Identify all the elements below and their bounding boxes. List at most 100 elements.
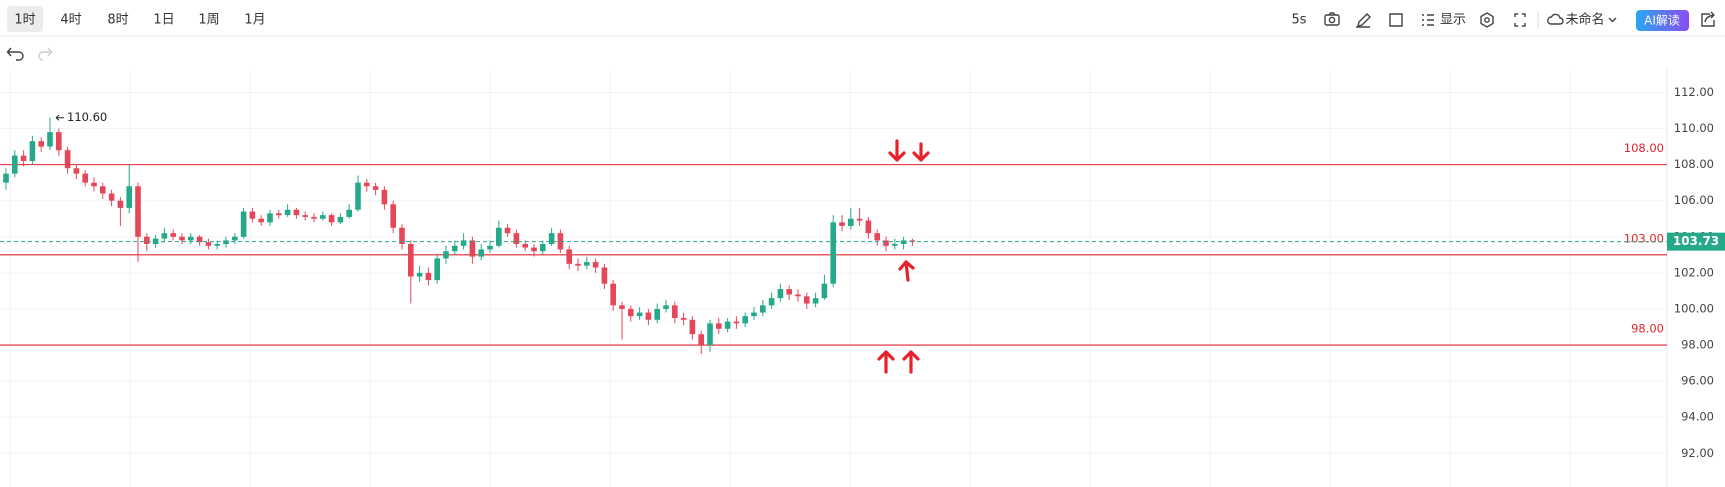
- high-arrow: [55, 114, 64, 121]
- candle-body: [179, 236, 185, 241]
- candle-body: [284, 209, 291, 216]
- interval-tab[interactable]: 1日: [153, 13, 174, 28]
- candle-body: [883, 240, 889, 246]
- candle-body: [126, 186, 132, 208]
- price-line-label: 98.00: [1631, 322, 1664, 336]
- settings-icon[interactable]: [1480, 12, 1494, 28]
- candle-body: [487, 245, 493, 250]
- camera-icon[interactable]: [1324, 12, 1340, 26]
- candle-body: [372, 186, 379, 190]
- interval-tab[interactable]: 1月: [244, 13, 265, 28]
- candle-body: [188, 236, 194, 241]
- candle-body: [504, 227, 511, 234]
- candle-body: [293, 209, 300, 216]
- display-button[interactable]: 显示: [1440, 13, 1466, 28]
- down-arrow: [912, 142, 930, 162]
- candle-body: [144, 236, 150, 244]
- candle-body: [452, 245, 458, 252]
- candle-body: [355, 182, 361, 210]
- candle-body: [337, 216, 344, 223]
- candle-body: [540, 243, 546, 252]
- candle-body: [892, 243, 898, 246]
- layout-name[interactable]: 未命名: [1565, 12, 1604, 28]
- candle-body: [364, 182, 370, 187]
- candle-body: [12, 155, 18, 174]
- candle-body: [64, 150, 71, 169]
- candle-body: [592, 262, 599, 268]
- fullscreen-icon[interactable]: [1514, 13, 1526, 27]
- y-tick-label: 94.00: [1681, 410, 1714, 424]
- candle-body: [399, 227, 405, 244]
- candle-body: [302, 215, 308, 217]
- candle-body: [628, 308, 634, 317]
- candle-body: [707, 323, 713, 346]
- candle-body: [328, 215, 335, 223]
- interval-tab[interactable]: 1时: [14, 13, 35, 28]
- candle-body: [170, 233, 176, 237]
- interval-tab[interactable]: 4时: [60, 13, 81, 28]
- cloud-icon: [1547, 13, 1564, 25]
- candle-body: [663, 305, 669, 309]
- candle-body: [443, 251, 449, 259]
- price-line-label: 108.00: [1624, 141, 1664, 155]
- candle-body: [135, 186, 141, 237]
- candle-body: [751, 312, 757, 317]
- candle-body: [654, 308, 660, 320]
- candle-body: [812, 298, 819, 304]
- candle-body: [522, 243, 528, 248]
- candle-body: [108, 193, 115, 201]
- ai-button[interactable]: AI解读: [1644, 14, 1680, 28]
- candle-body: [232, 236, 238, 241]
- candle-body: [777, 289, 784, 299]
- price-line-label: 103.00: [1624, 231, 1664, 245]
- interval-tab[interactable]: 8时: [107, 13, 128, 28]
- candle-body: [56, 132, 62, 151]
- candle-body: [320, 215, 326, 219]
- candle-body: [29, 141, 36, 162]
- candle-body: [20, 155, 27, 162]
- candle-body: [900, 240, 907, 244]
- interval-tabs: 1时 4时 8时 1日 1周 1月: [14, 13, 265, 28]
- candle-body: [390, 204, 396, 228]
- interval-tab[interactable]: 1周: [198, 13, 219, 28]
- candle-body: [680, 317, 687, 320]
- share-icon[interactable]: [1701, 11, 1715, 27]
- drawing-box-icon[interactable]: [1389, 13, 1403, 27]
- candle-body: [460, 240, 467, 246]
- high-label: 110.60: [67, 110, 107, 124]
- candle-body: [874, 233, 880, 241]
- candle-body: [240, 211, 247, 237]
- up-arrow: [877, 350, 895, 374]
- candle-body: [689, 319, 696, 335]
- candle-body: [760, 305, 766, 313]
- display-icon[interactable]: [1422, 14, 1434, 26]
- last-price-tag: [1667, 232, 1725, 251]
- candle-body: [909, 240, 916, 242]
- candle-body: [716, 323, 722, 329]
- down-arrow: [888, 139, 906, 162]
- candle-body: [566, 249, 572, 264]
- candle-body: [848, 218, 854, 226]
- candle-body: [584, 262, 590, 266]
- candle-body: [117, 200, 124, 208]
- pen-icon[interactable]: [1356, 13, 1371, 28]
- candle-body: [258, 218, 264, 223]
- candle-body: [768, 298, 775, 306]
- chevron-down[interactable]: [1608, 17, 1617, 23]
- undo-icon[interactable]: [6, 47, 24, 61]
- redo-icon[interactable]: [38, 47, 53, 61]
- candle-body: [434, 258, 440, 281]
- candle-body: [47, 132, 53, 147]
- candle-body: [724, 321, 731, 329]
- y-tick-label: 102.00: [1674, 265, 1714, 279]
- candle-body: [381, 189, 388, 205]
- y-tick-label: 108.00: [1674, 157, 1714, 171]
- up-arrow: [898, 260, 915, 282]
- candle-body: [742, 316, 748, 324]
- refresh-rate[interactable]: 5s: [1291, 13, 1306, 28]
- up-arrow: [902, 350, 920, 374]
- candle-body: [619, 305, 625, 309]
- candle-body: [865, 220, 872, 234]
- candle-body: [100, 186, 106, 194]
- ai-button-bg[interactable]: [1636, 10, 1689, 31]
